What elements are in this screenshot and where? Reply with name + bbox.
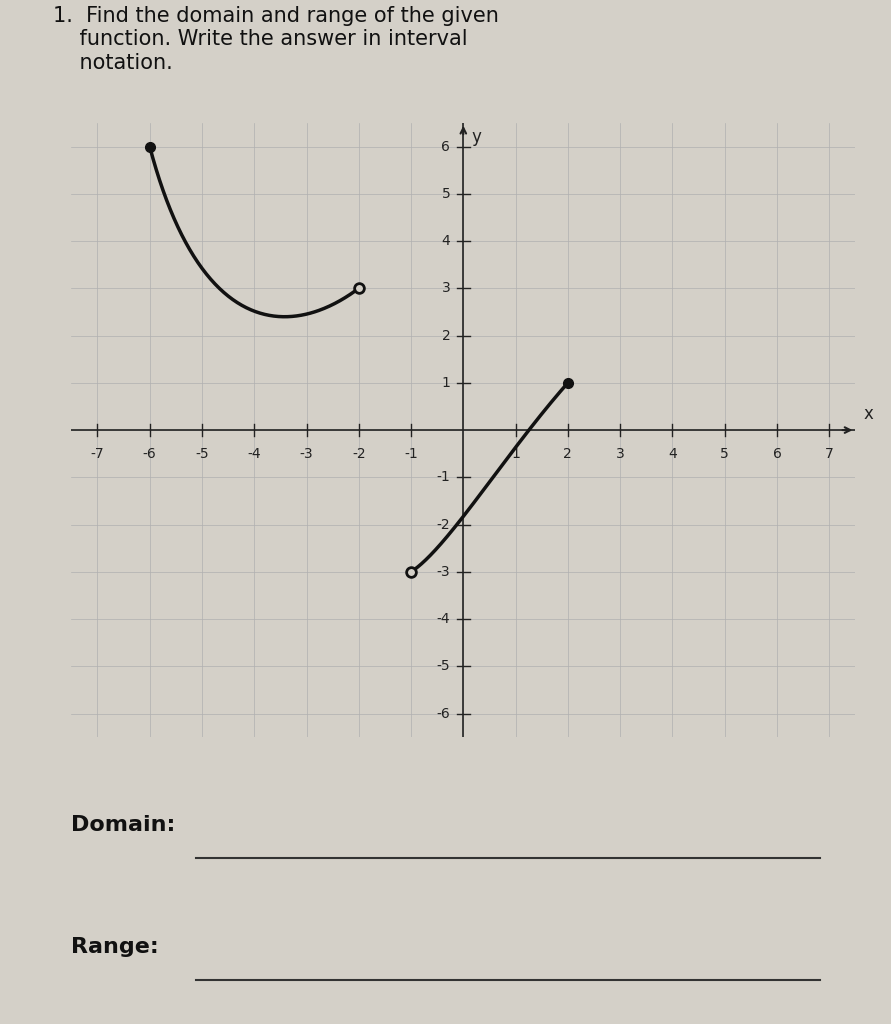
Text: -2: -2 [352, 446, 365, 461]
Text: -7: -7 [91, 446, 104, 461]
Text: 3: 3 [616, 446, 625, 461]
Text: 7: 7 [825, 446, 834, 461]
Text: -6: -6 [143, 446, 157, 461]
Text: 1.  Find the domain and range of the given
    function. Write the answer in int: 1. Find the domain and range of the give… [53, 6, 499, 73]
Text: -3: -3 [299, 446, 314, 461]
Text: -4: -4 [437, 612, 450, 626]
Text: -3: -3 [437, 565, 450, 579]
Text: -1: -1 [405, 446, 418, 461]
Text: 4: 4 [668, 446, 677, 461]
Text: 6: 6 [772, 446, 781, 461]
Text: -5: -5 [195, 446, 208, 461]
Text: 4: 4 [442, 234, 450, 248]
Text: -1: -1 [437, 470, 450, 484]
Text: -2: -2 [437, 517, 450, 531]
Text: 2: 2 [442, 329, 450, 343]
Text: -6: -6 [437, 707, 450, 721]
Text: x: x [863, 404, 873, 423]
Text: 5: 5 [720, 446, 729, 461]
Text: 3: 3 [442, 282, 450, 295]
Text: -5: -5 [437, 659, 450, 674]
Text: y: y [471, 128, 481, 145]
Text: 5: 5 [442, 186, 450, 201]
Text: -4: -4 [248, 446, 261, 461]
Text: Range:: Range: [71, 937, 159, 956]
Text: 2: 2 [563, 446, 572, 461]
Text: 1: 1 [441, 376, 450, 390]
Text: Domain:: Domain: [71, 815, 176, 835]
Text: 1: 1 [511, 446, 520, 461]
Text: 6: 6 [441, 139, 450, 154]
